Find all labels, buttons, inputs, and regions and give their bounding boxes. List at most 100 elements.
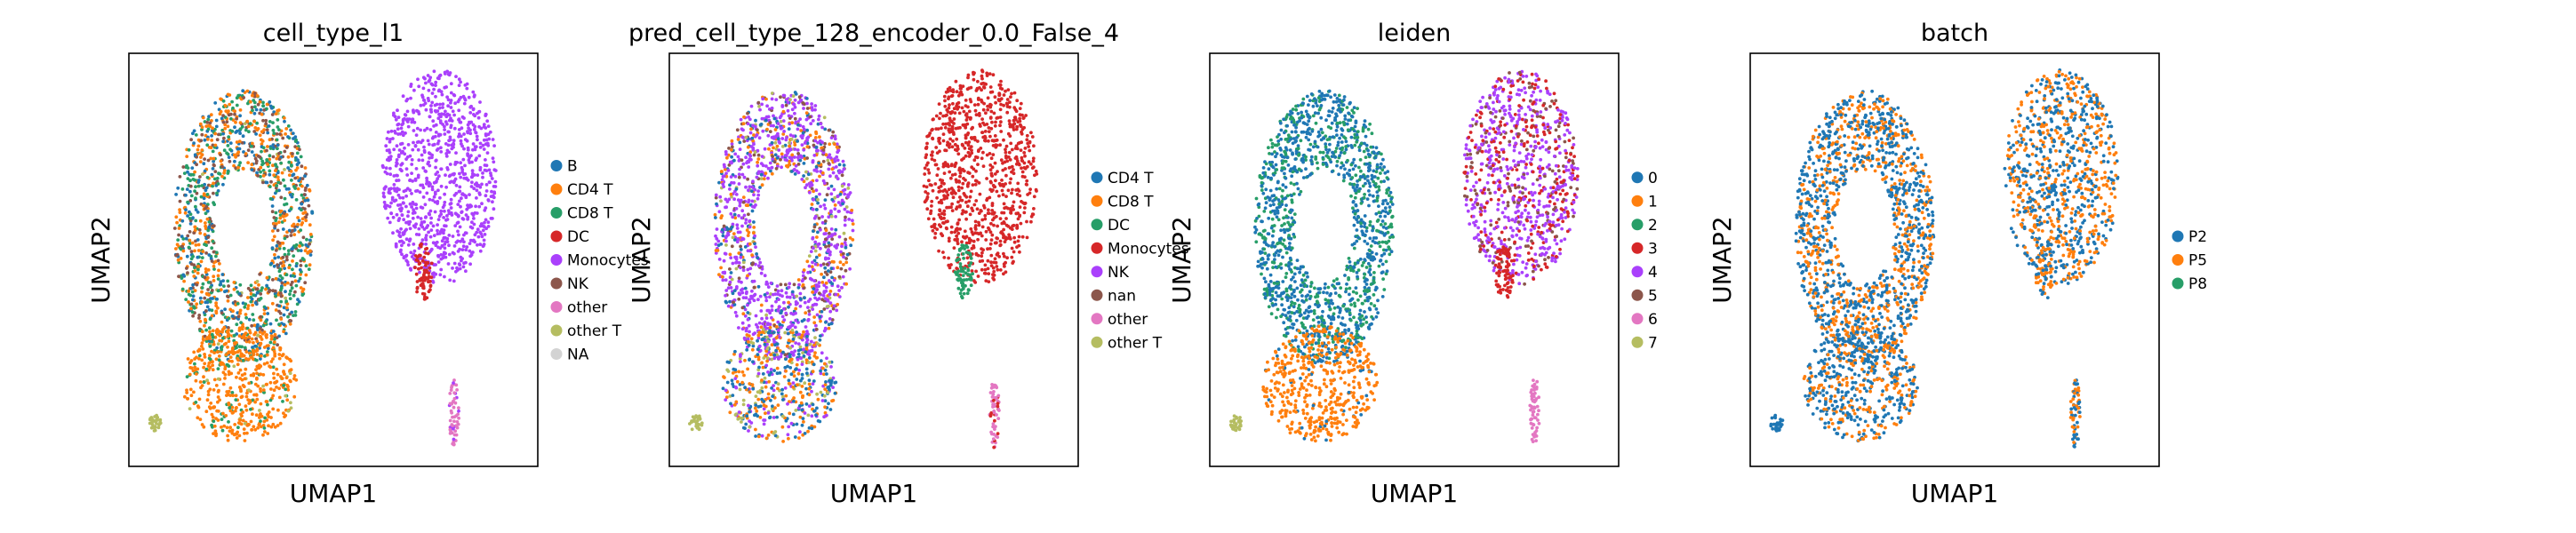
data-point: [415, 290, 419, 294]
data-point: [274, 249, 278, 252]
data-point: [238, 282, 243, 287]
data-point: [193, 266, 196, 270]
data-point: [178, 199, 182, 203]
data-point: [744, 135, 748, 139]
data-point: [756, 157, 761, 161]
data-point: [198, 319, 203, 323]
data-point: [305, 183, 309, 187]
data-point: [483, 163, 487, 167]
data-point: [781, 440, 785, 443]
legend-label: other: [567, 299, 607, 317]
data-point: [811, 370, 815, 374]
data-point: [816, 419, 820, 423]
data-point: [836, 243, 839, 247]
data-point: [204, 188, 208, 193]
data-point: [292, 374, 297, 378]
data-point: [788, 358, 793, 362]
data-point: [757, 321, 762, 325]
data-point: [492, 144, 496, 148]
data-point: [196, 367, 200, 371]
data-point: [288, 292, 292, 297]
data-point: [206, 158, 211, 163]
data-point: [404, 113, 408, 117]
data-point: [186, 166, 190, 171]
legend-marker: [550, 183, 563, 195]
data-point: [750, 289, 754, 293]
data-point: [271, 155, 276, 159]
data-point: [492, 207, 496, 211]
data-point: [299, 264, 303, 267]
data-point: [244, 350, 249, 354]
data-point: [430, 91, 435, 95]
data-point: [764, 164, 768, 168]
data-point: [204, 204, 209, 209]
data-point: [210, 134, 214, 138]
data-point: [760, 183, 764, 187]
data-point: [998, 107, 1003, 112]
data-point: [458, 185, 462, 189]
data-point: [242, 354, 246, 358]
data-point: [837, 289, 841, 292]
data-point: [795, 330, 798, 334]
data-point: [814, 323, 818, 328]
data-point: [844, 245, 848, 250]
data-point: [840, 285, 844, 290]
data-point: [258, 133, 262, 138]
data-point: [460, 217, 465, 220]
data-point: [765, 359, 769, 363]
data-point: [260, 142, 264, 147]
data-point: [427, 274, 431, 279]
data-point: [248, 99, 252, 104]
data-point: [184, 208, 188, 212]
data-point: [802, 420, 805, 424]
data-point: [821, 148, 826, 152]
data-point: [184, 298, 188, 301]
data-point: [200, 148, 204, 152]
data-point: [190, 166, 195, 171]
data-point: [768, 161, 772, 165]
data-point: [247, 329, 252, 332]
data-point: [252, 100, 257, 105]
data-point: [443, 192, 446, 196]
data-point: [418, 261, 422, 265]
data-point: [442, 112, 446, 116]
data-point: [274, 294, 278, 298]
data-point: [210, 412, 214, 417]
data-point: [452, 405, 456, 410]
data-point: [194, 219, 198, 223]
data-point: [738, 140, 742, 145]
data-point: [732, 212, 737, 217]
data-point: [299, 155, 303, 159]
data-point: [822, 240, 827, 244]
data-point: [193, 225, 197, 229]
data-point: [750, 383, 755, 387]
data-point: [244, 331, 248, 335]
data-point: [189, 302, 194, 306]
data-point: [472, 238, 476, 243]
data-point: [775, 415, 779, 419]
data-point: [398, 167, 403, 171]
data-point: [269, 261, 274, 266]
data-point: [214, 434, 218, 438]
data-point: [812, 154, 817, 157]
data-point: [244, 302, 248, 306]
data-point: [223, 126, 228, 131]
data-point: [275, 367, 279, 371]
data-point: [790, 107, 795, 112]
data-point: [286, 409, 291, 413]
data-point: [466, 217, 469, 221]
data-point: [294, 378, 299, 382]
data-point: [236, 314, 241, 319]
data-point: [813, 296, 817, 300]
data-point: [272, 376, 276, 380]
data-point: [219, 153, 223, 157]
data-point: [439, 184, 444, 188]
data-point: [294, 283, 299, 288]
data-point: [405, 97, 410, 101]
data-point: [249, 289, 252, 292]
data-point: [386, 216, 390, 220]
data-point: [422, 99, 427, 102]
data-point: [178, 208, 182, 212]
data-point: [776, 289, 780, 293]
data-point: [436, 223, 439, 227]
